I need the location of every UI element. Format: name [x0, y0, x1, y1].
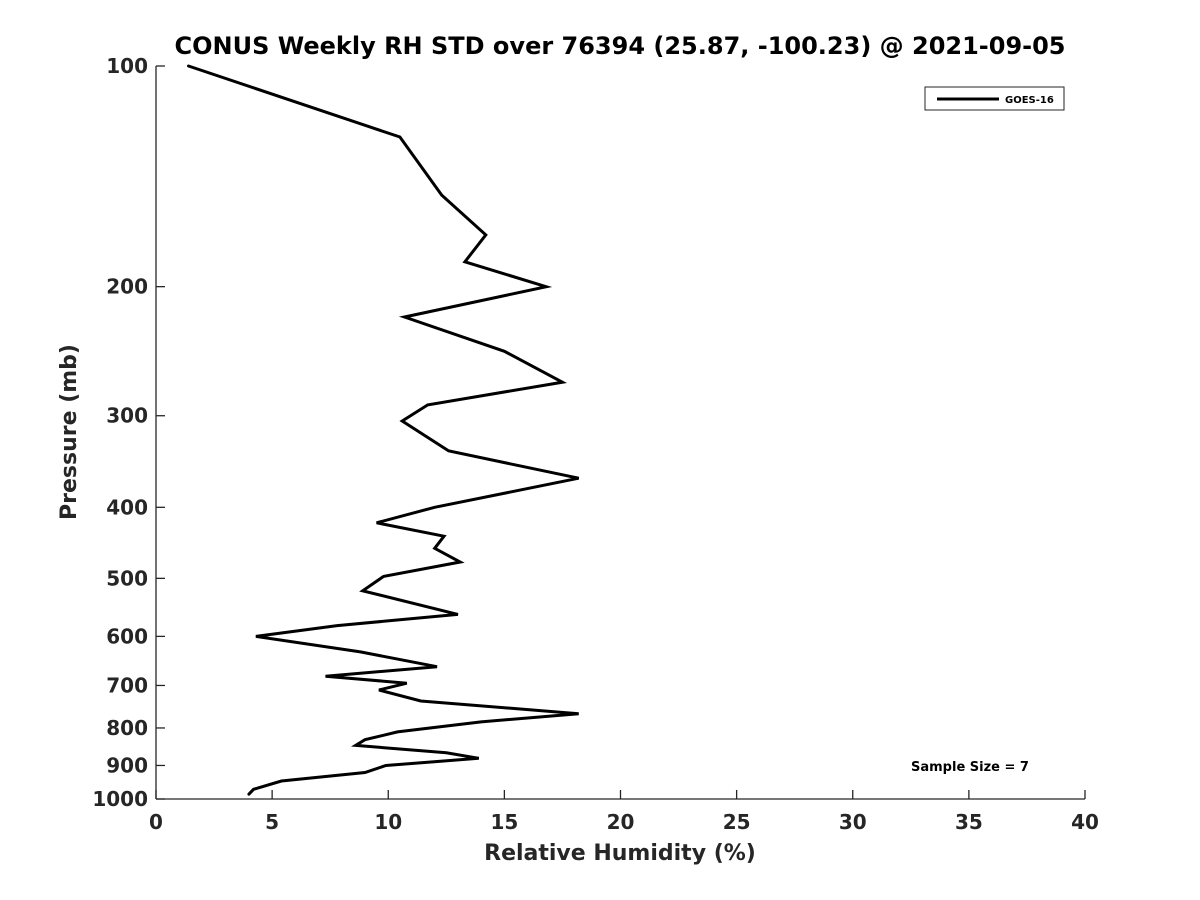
y-tick-label: 200 — [106, 275, 148, 299]
y-ticks: 100 200 300 400 500 600 700 800 900 1000 — [92, 54, 165, 811]
x-tick-label: 20 — [607, 810, 635, 834]
y-tick-label: 300 — [106, 404, 148, 428]
chart-title: CONUS Weekly RH STD over 76394 (25.87, -… — [174, 32, 1065, 60]
x-tick-label: 10 — [374, 810, 402, 834]
x-tick-label: 40 — [1071, 810, 1099, 834]
x-tick-label: 30 — [839, 810, 867, 834]
y-tick-label: 700 — [106, 673, 148, 697]
y-tick-label: 800 — [106, 716, 148, 740]
y-axis-label: Pressure (mb) — [57, 344, 82, 520]
legend-label-goes-16: GOES-16 — [1005, 95, 1054, 106]
x-tick-label: 25 — [723, 810, 751, 834]
x-tick-label: 15 — [490, 810, 518, 834]
x-axis-label: Relative Humidity (%) — [484, 841, 756, 866]
y-tick-label: 900 — [106, 753, 148, 777]
x-ticks: 0 5 10 15 20 25 30 35 40 — [149, 790, 1099, 834]
series-line-goes-16 — [187, 64, 580, 796]
y-tick-label: 600 — [106, 624, 148, 648]
plot-series — [187, 64, 580, 796]
sample-size-annotation: Sample Size = 7 — [911, 760, 1029, 775]
legend: GOES-16 — [924, 86, 1065, 111]
x-tick-label: 5 — [265, 810, 279, 834]
y-tick-label: 500 — [106, 566, 148, 590]
axes — [155, 66, 1085, 800]
x-tick-label: 35 — [955, 810, 983, 834]
y-tick-label: 400 — [106, 495, 148, 519]
y-tick-label: 1000 — [92, 787, 148, 811]
x-tick-label: 0 — [149, 810, 163, 834]
y-tick-label: 100 — [106, 54, 148, 78]
